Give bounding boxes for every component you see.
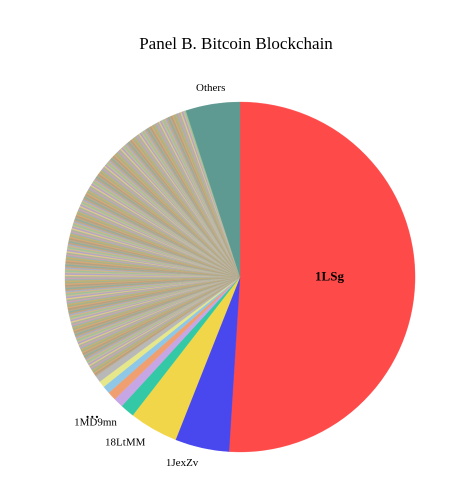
slice-label-1lsg: 1LSg [315,268,344,283]
pie-slice-others [185,101,241,278]
slice-label-others: Others [196,82,225,94]
slice-label-1md9mn: 1MD9mn [74,417,117,429]
ellipsis-label: … [85,407,99,422]
slice-label-1jexzv: 1JexZv [166,457,199,469]
chart-title: Panel B. Bitcoin Blockchain [139,34,333,53]
pie-slice-1lsg [228,101,416,453]
slice-label-18ltmm: 18LtMM [105,436,146,448]
